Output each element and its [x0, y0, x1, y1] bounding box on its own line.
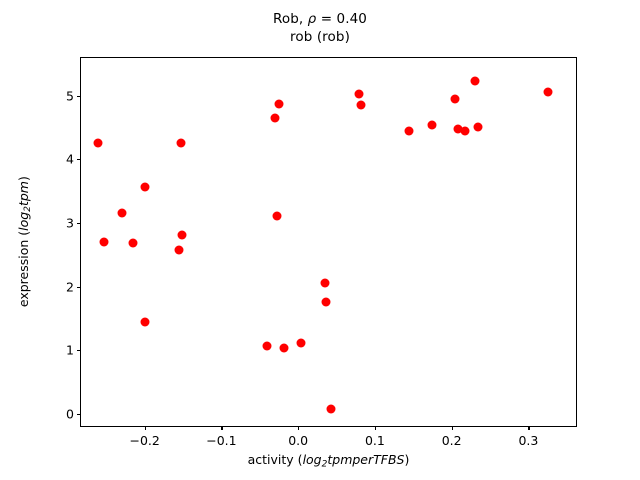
- y-axis-tick-mark: [77, 413, 81, 415]
- figure-title: Rob, ρ = 0.40 rob (rob): [0, 10, 640, 46]
- x-axis-tick-label: 0.3: [518, 433, 539, 448]
- x-axis-tick-mark: [528, 426, 530, 430]
- scatter-point: [140, 317, 150, 327]
- x-axis-label-units: tpmperTFBS: [327, 452, 405, 467]
- scatter-points-layer: [81, 58, 576, 426]
- scatter-point: [279, 343, 289, 353]
- x-axis-tick-label: −0.2: [129, 433, 160, 448]
- scatter-point: [460, 126, 470, 136]
- x-axis-tick-mark: [451, 426, 453, 430]
- y-axis-tick-label: 5: [66, 88, 74, 104]
- y-axis-tick-mark: [77, 350, 81, 352]
- x-axis-label-suffix: ): [404, 452, 410, 467]
- scatter-point: [473, 122, 483, 132]
- scatter-point: [320, 278, 330, 288]
- y-axis-tick-mark: [77, 95, 81, 97]
- scatter-point: [99, 237, 109, 247]
- x-axis-tick-mark: [221, 426, 223, 430]
- title-line-primary: Rob, ρ = 0.40: [0, 10, 640, 28]
- scatter-point: [427, 120, 437, 130]
- x-axis-tick-label: 0.0: [288, 433, 309, 448]
- scatter-point: [354, 89, 364, 99]
- y-axis-tick-label: 3: [66, 215, 74, 231]
- scatter-point: [453, 124, 463, 134]
- title-prefix-text: Rob,: [272, 11, 308, 27]
- y-axis-label-suffix: ): [15, 176, 31, 182]
- x-axis-label-subscript: 2: [321, 459, 328, 470]
- scatter-point: [470, 76, 480, 86]
- y-axis-label-prefix: expression (: [15, 231, 31, 308]
- scatter-point: [404, 126, 414, 136]
- scatter-point: [272, 211, 282, 221]
- scatter-point: [177, 230, 187, 240]
- x-axis-tick-mark: [374, 426, 377, 430]
- scatter-point: [270, 113, 280, 123]
- scatter-point: [321, 297, 331, 307]
- y-axis-label-units: tpm: [15, 181, 31, 207]
- scatter-point: [174, 245, 184, 255]
- title-rho-symbol: ρ: [307, 11, 317, 27]
- y-axis-label: expression (log2tpm): [14, 57, 34, 427]
- x-axis-tick-mark: [298, 426, 300, 430]
- scatter-point: [176, 138, 186, 148]
- x-axis-tick-mark: [144, 426, 146, 430]
- y-axis-tick-label: 1: [66, 342, 74, 358]
- y-axis-tick-label: 2: [66, 279, 74, 295]
- scatter-point: [296, 338, 306, 348]
- scatter-point: [262, 341, 272, 351]
- plot-axes-area: 0 1 2 3 4 5 −0.2 −0.1 0.0 0.1 0.2 0.3: [66, 57, 577, 448]
- x-axis-tick-label: 0.1: [364, 433, 385, 448]
- y-axis-tick-mark: [77, 222, 81, 224]
- scatter-point: [93, 138, 103, 148]
- title-line-secondary: rob (rob): [290, 29, 350, 45]
- scatter-point: [140, 182, 150, 192]
- scatter-point: [326, 404, 336, 414]
- scatter-point: [356, 100, 366, 110]
- y-axis-tick-mark: [77, 159, 81, 161]
- y-axis-tick-mark: [77, 286, 81, 288]
- scatter-point: [128, 238, 138, 248]
- x-axis-tick-label: 0.2: [441, 433, 462, 448]
- scatter-point: [117, 208, 127, 218]
- scatter-point: [543, 87, 553, 97]
- y-axis-tick-label: 0: [66, 406, 74, 422]
- y-axis-label-log: log: [15, 212, 31, 232]
- x-axis-label-prefix: activity (: [247, 452, 303, 467]
- y-axis-label-subscript: 2: [22, 206, 33, 213]
- scatter-point: [274, 99, 284, 109]
- x-axis-label: activity (log2tpmperTFBS): [80, 452, 577, 469]
- y-axis-tick-label: 4: [66, 151, 74, 167]
- scatter-point: [450, 94, 460, 104]
- title-rho-value: = 0.40: [316, 11, 367, 27]
- x-axis-tick-label: −0.1: [206, 433, 237, 448]
- x-axis-label-log: log: [302, 452, 322, 467]
